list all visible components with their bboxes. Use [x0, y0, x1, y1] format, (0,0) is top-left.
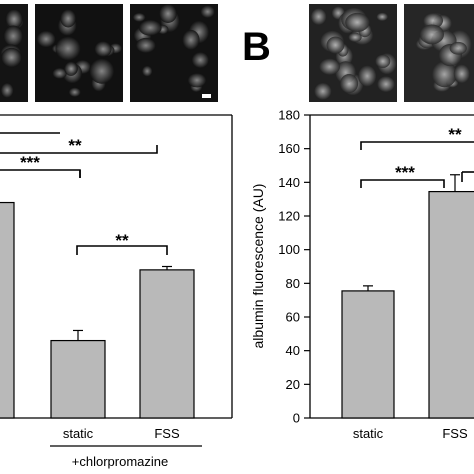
sig-label-a-2: ***: [20, 153, 40, 172]
bar-b-0: [341, 290, 395, 419]
y-tick-label: 40: [286, 343, 300, 358]
cell-shape: [52, 67, 67, 79]
y-tick-label: 20: [286, 377, 300, 392]
category-label: FSS: [442, 426, 468, 441]
cell-shape: [358, 65, 377, 87]
cell-shape: [68, 87, 81, 97]
significance-brackets-a: ** *** **: [0, 132, 168, 255]
cell-shape: [135, 37, 156, 54]
bar-a-0: [0, 201, 15, 419]
cell-shape: [375, 54, 391, 68]
panel-a-plot: SstaticFSS: [0, 114, 233, 441]
bar-a-1: [50, 339, 106, 419]
panel-b-plot: 0 20 40 60 80 100 120 140 160 180 static FSS: [278, 108, 474, 441]
category-label: FSS: [154, 426, 180, 441]
cell-shape: [419, 24, 444, 45]
cell-shape: [200, 5, 215, 18]
sig-label-a-1: **: [68, 136, 82, 155]
y-axis-label: albumin fluorescence (AU): [250, 184, 266, 349]
cell-shape: [449, 41, 467, 55]
y-tick-label: 0: [293, 411, 300, 426]
y-tick-label: 100: [278, 242, 300, 257]
cell-shape: [377, 76, 395, 93]
sig-label-b-2: **: [448, 125, 462, 144]
cell-shape: [345, 12, 370, 32]
cell-shape: [191, 51, 209, 69]
y-tick-label: 140: [278, 175, 300, 190]
category-label: static: [353, 426, 384, 441]
y-tick-label: 180: [278, 108, 300, 123]
cell-shape: [36, 30, 56, 48]
cell-shape: [453, 64, 470, 84]
y-tick-label: 80: [286, 276, 300, 291]
y-tick-label: 160: [278, 141, 300, 156]
cell-shape: [89, 58, 115, 84]
cell-shape: [311, 8, 327, 25]
cell-shape: [340, 74, 359, 94]
panel-b-letter: B: [242, 25, 271, 69]
cell-shape: [64, 61, 78, 76]
cell-shape: [3, 25, 23, 47]
cell-shape: [319, 58, 340, 75]
cell-shape: [182, 29, 200, 50]
cell-shape: [141, 65, 153, 77]
cell-shape: [314, 82, 332, 100]
cell-shape: [326, 36, 345, 54]
significance-brackets-b: *** **: [360, 125, 474, 188]
group-label: +chlorpromazine: [72, 454, 168, 469]
y-tick-label: 60: [286, 310, 300, 325]
cell-shape: [159, 3, 177, 24]
cell-shape: [376, 12, 388, 21]
sig-label-a-3: **: [115, 231, 129, 250]
cell-shape: [5, 9, 23, 29]
sig-label-b-1: ***: [395, 163, 415, 182]
cell-shape: [187, 73, 207, 88]
cell-shape: [1, 47, 22, 68]
bar-a-2: [139, 269, 195, 419]
cell-shape: [432, 61, 457, 88]
bar-b-1: [428, 190, 474, 419]
y-tick-label: 120: [278, 209, 300, 224]
cell-shape: [60, 9, 76, 28]
category-label: static: [63, 426, 94, 441]
cell-shape: [423, 13, 444, 29]
cell-shape: [0, 82, 14, 98]
cell-shape: [94, 41, 112, 57]
cell-shape: [348, 32, 362, 42]
cell-shape: [138, 19, 162, 36]
cell-shape: [132, 12, 146, 22]
cell-shape: [55, 36, 81, 61]
